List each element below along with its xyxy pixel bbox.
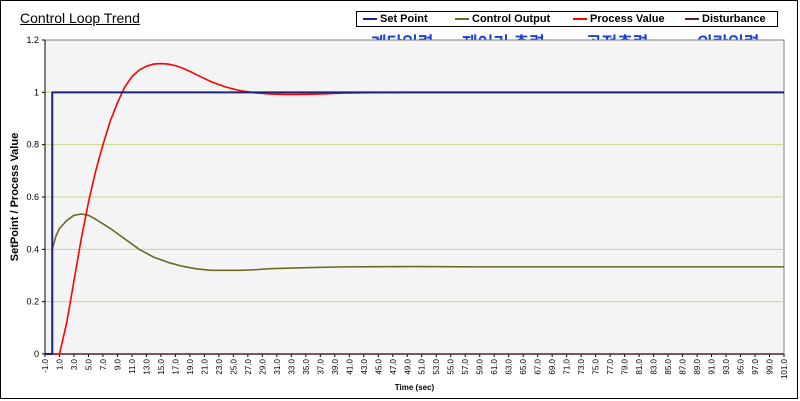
y-tick-label: 0.8 xyxy=(26,140,39,150)
y-axis-label: SetPoint / Process Value xyxy=(9,133,21,261)
y-tick-label: 0.4 xyxy=(26,244,39,254)
x-tick-label: 1.0 xyxy=(55,358,64,370)
y-tick-label: 0.2 xyxy=(26,297,39,307)
x-tick-label: 89.0 xyxy=(693,358,702,374)
x-tick-label: 69.0 xyxy=(548,358,557,374)
x-tick-label: 97.0 xyxy=(751,358,760,374)
x-tick-label: 67.0 xyxy=(534,358,543,374)
series-line-set-point xyxy=(45,91,784,355)
chart-title: Control Loop Trend xyxy=(20,10,140,26)
y-tick-label: 1 xyxy=(34,87,39,97)
x-tick-label: 51.0 xyxy=(418,358,427,374)
y-tick-label: 1.2 xyxy=(26,35,39,45)
x-tick-label: 3.0 xyxy=(70,358,79,370)
x-tick-label: 45.0 xyxy=(374,358,383,374)
x-tick-label: 95.0 xyxy=(737,358,746,374)
legend-item-control-output: Control Output xyxy=(455,12,550,26)
x-tick-label: 57.0 xyxy=(461,358,470,374)
x-tick-label: 17.0 xyxy=(171,358,180,374)
x-tick-label: 79.0 xyxy=(621,358,630,374)
x-tick-label: 81.0 xyxy=(635,358,644,374)
x-tick-label: 35.0 xyxy=(302,358,311,374)
x-tick-label: 85.0 xyxy=(664,358,673,374)
x-tick-label: 11.0 xyxy=(128,358,137,374)
x-tick-label: 43.0 xyxy=(360,358,369,374)
x-tick-label: 63.0 xyxy=(505,358,514,374)
legend-item-set-point: Set Point xyxy=(363,12,428,26)
x-tick-label: 73.0 xyxy=(577,358,586,374)
x-axis-label: Time (sec) xyxy=(395,383,435,392)
legend-label-disturbance: Disturbance xyxy=(702,13,766,25)
x-tick-label: 7.0 xyxy=(99,358,108,370)
x-tick-label: 101.0 xyxy=(780,358,789,379)
x-tick-label: 15.0 xyxy=(157,358,166,374)
x-tick-label: 5.0 xyxy=(84,358,93,370)
x-tick-label: 23.0 xyxy=(215,358,224,374)
x-tick-label: 47.0 xyxy=(389,358,398,374)
x-tick-label: 55.0 xyxy=(447,358,456,374)
legend-swatch-set-point xyxy=(363,18,377,20)
legend-swatch-process-value xyxy=(573,18,587,20)
x-tick-label: 13.0 xyxy=(142,358,151,374)
x-tick-label: 61.0 xyxy=(490,358,499,374)
x-tick-label: 41.0 xyxy=(345,358,354,374)
x-tick-label: 29.0 xyxy=(258,358,267,374)
x-tick-label: 87.0 xyxy=(679,358,688,374)
x-tick-label: 19.0 xyxy=(186,358,195,374)
legend-swatch-control-output xyxy=(455,18,469,20)
legend-label-process-value: Process Value xyxy=(590,13,665,25)
x-tick-label: 83.0 xyxy=(650,358,659,374)
x-tick-label: 59.0 xyxy=(476,358,485,374)
legend-swatch-disturbance xyxy=(685,18,699,20)
x-tick-label: 49.0 xyxy=(403,358,412,374)
y-tick-label: 0 xyxy=(34,349,39,359)
x-tick-label: 65.0 xyxy=(519,358,528,374)
x-tick-label: -1.0 xyxy=(41,358,50,372)
legend-item-disturbance: Disturbance xyxy=(685,12,766,26)
x-tick-label: 37.0 xyxy=(316,358,325,374)
x-tick-label: 21.0 xyxy=(200,358,209,374)
legend: Set Point Control Output Process Value D… xyxy=(356,11,778,27)
legend-item-process-value: Process Value xyxy=(573,12,665,26)
x-tick-label: 39.0 xyxy=(331,358,340,374)
x-tick-label: 91.0 xyxy=(708,358,717,374)
legend-label-control-output: Control Output xyxy=(472,13,551,25)
y-tick-label: 0.6 xyxy=(26,192,39,202)
x-tick-label: 77.0 xyxy=(606,358,615,374)
series-line-control-output xyxy=(45,213,784,355)
x-tick-label: 33.0 xyxy=(287,358,296,374)
x-tick-label: 71.0 xyxy=(563,358,572,374)
x-tick-label: 93.0 xyxy=(722,358,731,374)
x-tick-label: 75.0 xyxy=(592,358,601,374)
x-tick-label: 27.0 xyxy=(244,358,253,374)
x-tick-label: 25.0 xyxy=(229,358,238,374)
legend-label-set-point: Set Point xyxy=(380,13,428,25)
x-tick-label: 99.0 xyxy=(766,358,775,374)
x-tick-label: 31.0 xyxy=(273,358,282,374)
x-tick-label: 53.0 xyxy=(432,358,441,374)
x-tick-label: 9.0 xyxy=(113,358,122,370)
